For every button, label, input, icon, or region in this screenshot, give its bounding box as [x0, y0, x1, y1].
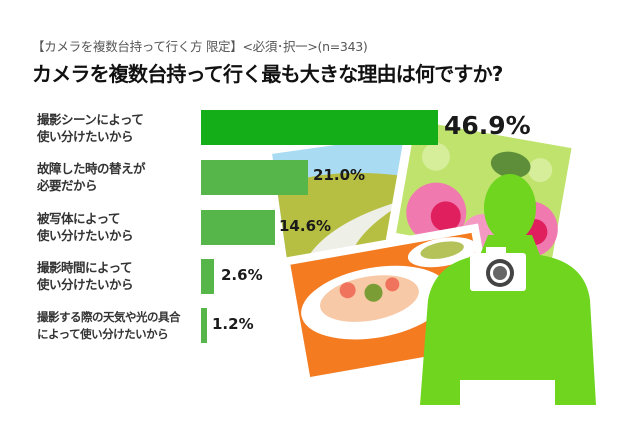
bar-2 — [201, 160, 308, 195]
person-silhouette-icon — [420, 174, 596, 405]
bar-label-5: 撮影する際の天気や光の具合 によって使い分けたいから — [37, 310, 181, 341]
bar-label-1: 撮影シーンによって 使い分けたいから — [37, 112, 144, 144]
bar-value-1: 46.9% — [444, 111, 531, 140]
bar-value-4: 2.6% — [221, 266, 263, 284]
bar-value-5: 1.2% — [212, 315, 254, 333]
survey-subtitle: 【カメラを複数台持って行く方 限定】<必須･択一>(n=343) — [32, 39, 368, 54]
bar-label-4: 撮影時間によって 使い分けたいから — [37, 260, 134, 292]
bar-value-2: 21.0% — [313, 166, 366, 184]
camera-icon — [470, 247, 526, 291]
bar-5 — [201, 308, 207, 343]
chart-title: カメラを複数台持って行く最も大きな理由は何ですか? — [32, 62, 503, 86]
bar-4 — [201, 259, 214, 294]
bar-value-3: 14.6% — [279, 217, 332, 235]
bar-1 — [201, 110, 438, 145]
bar-label-3: 被写体によって 使い分けたいから — [37, 211, 134, 243]
bar-label-2: 故障した時の替えが 必要だから — [37, 161, 146, 193]
bar-3 — [201, 210, 275, 245]
